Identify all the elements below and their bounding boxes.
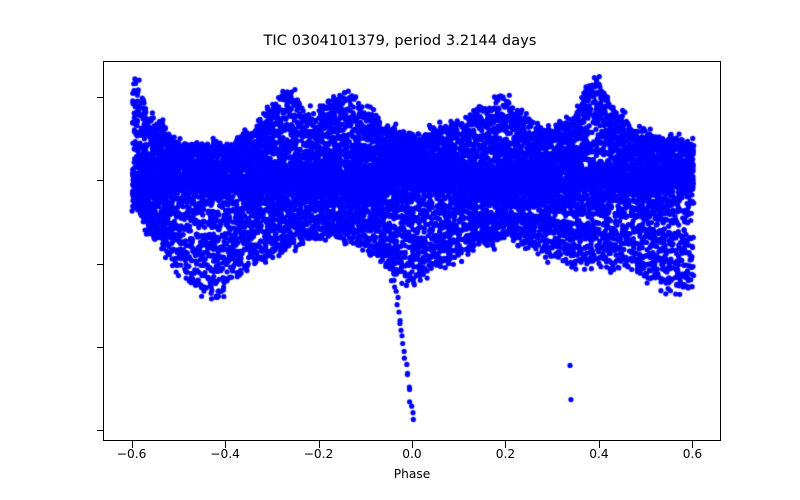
x-axis-tick-label: 0.6 bbox=[682, 447, 703, 461]
plot-area bbox=[103, 61, 721, 441]
y-axis-tick-mark bbox=[96, 180, 103, 182]
x-axis-tick-mark bbox=[225, 441, 227, 448]
x-axis-tick-label: 0.0 bbox=[402, 447, 422, 461]
page-title: TIC 0304101379, period 3.2144 days bbox=[263, 33, 537, 49]
y-axis-tick-mark bbox=[96, 97, 103, 99]
y-axis-label: Normalized PDC flux bbox=[0, 29, 1, 409]
x-axis-tick-label: −0.6 bbox=[116, 447, 147, 461]
x-axis-tick-mark bbox=[131, 441, 133, 448]
x-axis-tick-mark bbox=[505, 441, 507, 448]
x-axis-tick-mark bbox=[318, 441, 320, 448]
y-axis-tick-mark bbox=[96, 430, 103, 432]
x-axis-tick-mark bbox=[412, 441, 413, 448]
y-axis-tick-mark bbox=[96, 346, 103, 348]
x-axis-tick-label: 0.2 bbox=[495, 447, 516, 461]
x-axis-tick-mark bbox=[598, 441, 600, 448]
x-axis-label: Phase bbox=[393, 467, 431, 481]
x-axis-tick-label: 0.4 bbox=[589, 447, 609, 461]
y-axis-tick-mark bbox=[96, 263, 103, 265]
x-axis-tick-label: −0.2 bbox=[303, 447, 334, 461]
x-axis-tick-label: −0.4 bbox=[210, 447, 240, 461]
x-axis-tick-mark bbox=[692, 441, 694, 448]
scatter-plot-canvas bbox=[104, 62, 720, 440]
